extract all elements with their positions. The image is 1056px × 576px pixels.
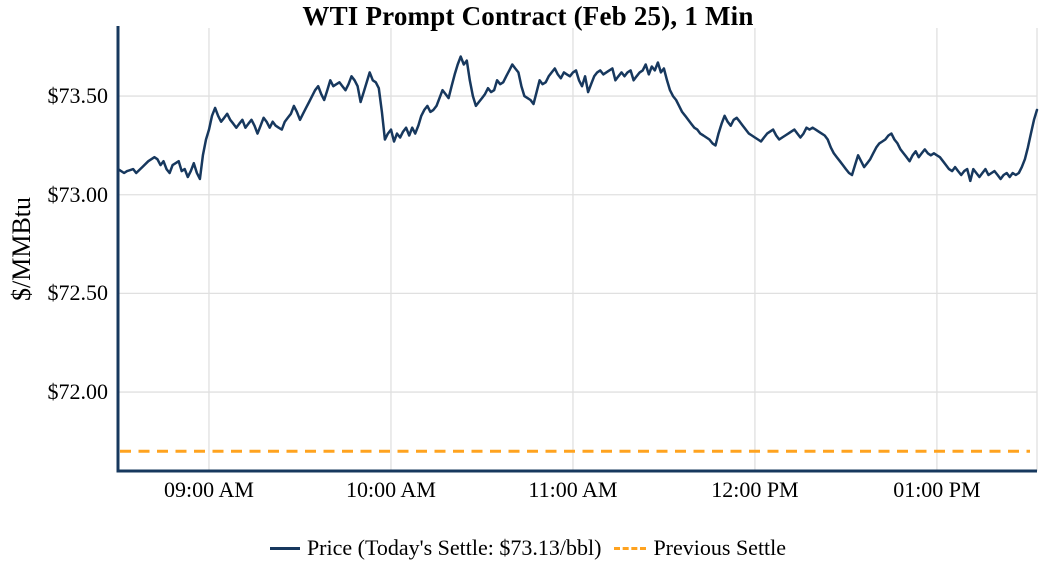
price-line-swatch-icon — [269, 546, 300, 550]
legend: Price (Today's Settle: $73.13/bbl) Previ… — [0, 535, 1056, 561]
x-axis-tick-label: 12:00 PM — [711, 477, 799, 502]
legend-label-previous-settle: Previous Settle — [653, 535, 787, 560]
y-axis-tick-label: $73.00 — [47, 181, 109, 207]
x-axis-tick-label: 01:00 PM — [893, 477, 981, 502]
x-axis-tick-label: 10:00 AM — [346, 477, 436, 502]
x-axis-tick-label: 09:00 AM — [164, 477, 254, 502]
y-axis-tick-label: $72.00 — [47, 379, 109, 405]
x-axis-tick-label: 11:00 AM — [528, 477, 618, 502]
y-axis-tick-label: $72.50 — [47, 280, 109, 306]
chart-title: WTI Prompt Contract (Feb 25), 1 Min — [302, 1, 754, 31]
previous-settle-swatch-icon — [614, 546, 647, 550]
legend-item-previous-settle: Previous Settle — [614, 535, 786, 561]
y-axis-tick-label: $73.50 — [47, 83, 109, 109]
legend-label-price: Price (Today's Settle: $73.13/bbl) — [306, 535, 602, 560]
price-line — [116, 55, 1039, 183]
legend-item-price: Price (Today's Settle: $73.13/bbl) — [269, 535, 602, 561]
